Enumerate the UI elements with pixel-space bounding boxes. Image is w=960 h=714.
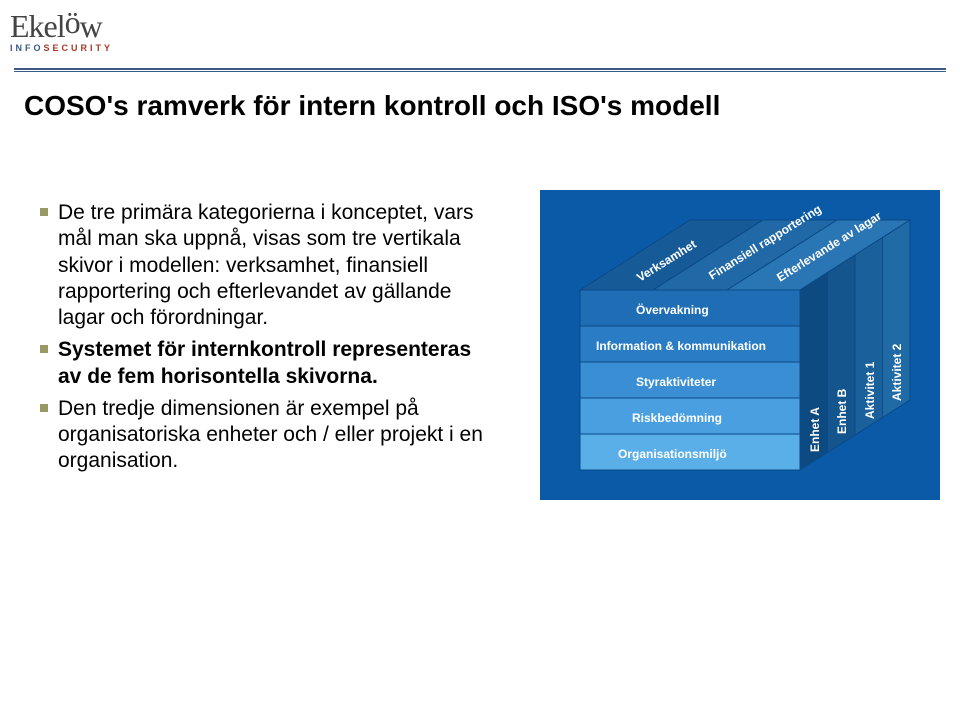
front-label-3: Riskbedömning [632,411,722,425]
header-divider [14,68,946,72]
bullet-text: Den tredje dimensionen är exempel på org… [58,396,500,475]
logo-brand: Ekelöw [10,8,170,45]
header: Ekelöw INFOSECURITY [0,0,960,78]
bullet-item: Den tredje dimensionen är exempel på org… [40,396,500,475]
front-label-0: Övervakning [636,302,709,317]
bullet-dot-icon [40,345,48,353]
bullet-list: De tre primära kategorierna i konceptet,… [40,200,500,481]
bullet-dot-icon [40,208,48,216]
coso-cube: Verksamhet Finansiell rapportering Efter… [540,190,940,500]
bullet-item: Systemet för internkontroll representera… [40,337,500,390]
logo-sub-sec: SECURITY [44,43,114,53]
logo: Ekelöw INFOSECURITY [10,8,170,53]
bullet-dot-icon [40,404,48,412]
logo-subtitle: INFOSECURITY [10,43,170,53]
side-label-2: Aktivitet 1 [863,361,877,419]
logo-sub-info: INFO [10,43,44,53]
bullet-item: De tre primära kategorierna i konceptet,… [40,200,500,331]
bullet-text: De tre primära kategorierna i konceptet,… [58,200,500,331]
front-label-4: Organisationsmiljö [618,447,727,461]
front-label-2: Styraktiviteter [636,375,716,389]
side-label-3: Aktivitet 2 [890,343,904,401]
slide-title: COSO's ramverk för intern kontroll och I… [24,90,720,122]
side-label-0: Enhet A [808,407,822,452]
bullet-text: Systemet för internkontroll representera… [58,337,500,390]
cube-svg: Verksamhet Finansiell rapportering Efter… [540,190,940,500]
front-label-1: Information & kommunikation [596,339,766,353]
side-label-1: Enhet B [835,388,849,434]
cube-front: Övervakning Information & kommunikation … [580,290,800,470]
